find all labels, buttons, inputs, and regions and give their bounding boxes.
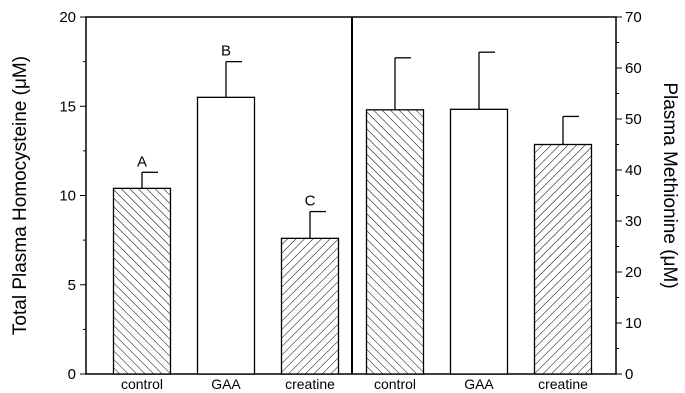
right-y-tick-label: 60 xyxy=(625,60,642,77)
left-bar-creatine xyxy=(280,237,340,375)
left-y-tick-label: 10 xyxy=(59,188,76,205)
left-bar-control xyxy=(112,187,172,375)
left-y-tick-label: 15 xyxy=(59,98,76,115)
right-y-tick-label: 0 xyxy=(625,366,633,383)
right-category-label: GAA xyxy=(464,376,494,392)
right-category-label: creatine xyxy=(538,376,588,392)
left-significance-letter: B xyxy=(221,43,231,60)
right-category-label: control xyxy=(374,376,416,392)
right-y-tick-label: 30 xyxy=(625,213,642,230)
left-y-axis-title: Total Plasma Homocysteine (μM) xyxy=(10,56,31,335)
right-y-tick-label: 20 xyxy=(625,264,642,281)
right-y-tick-label: 40 xyxy=(625,162,642,179)
left-y-tick-label: 5 xyxy=(68,277,76,294)
right-bar-GAA xyxy=(449,108,509,375)
left-significance-letter: C xyxy=(305,193,316,210)
right-y-tick-label: 10 xyxy=(625,315,642,332)
left-y-tick-label: 20 xyxy=(59,9,76,26)
right-y-tick-label: 50 xyxy=(625,111,642,128)
left-category-label: control xyxy=(121,376,163,392)
right-y-tick-label: 70 xyxy=(625,9,642,26)
right-y-axis-title: Plasma Methionine (μM) xyxy=(659,82,680,288)
left-significance-letter: A xyxy=(137,153,147,170)
left-bar-GAA xyxy=(196,96,256,375)
left-category-label: creatine xyxy=(285,376,335,392)
left-category-label: GAA xyxy=(211,376,241,392)
right-bar-creatine xyxy=(533,143,593,375)
right-bar-control xyxy=(365,109,425,375)
left-y-tick-label: 0 xyxy=(68,366,76,383)
